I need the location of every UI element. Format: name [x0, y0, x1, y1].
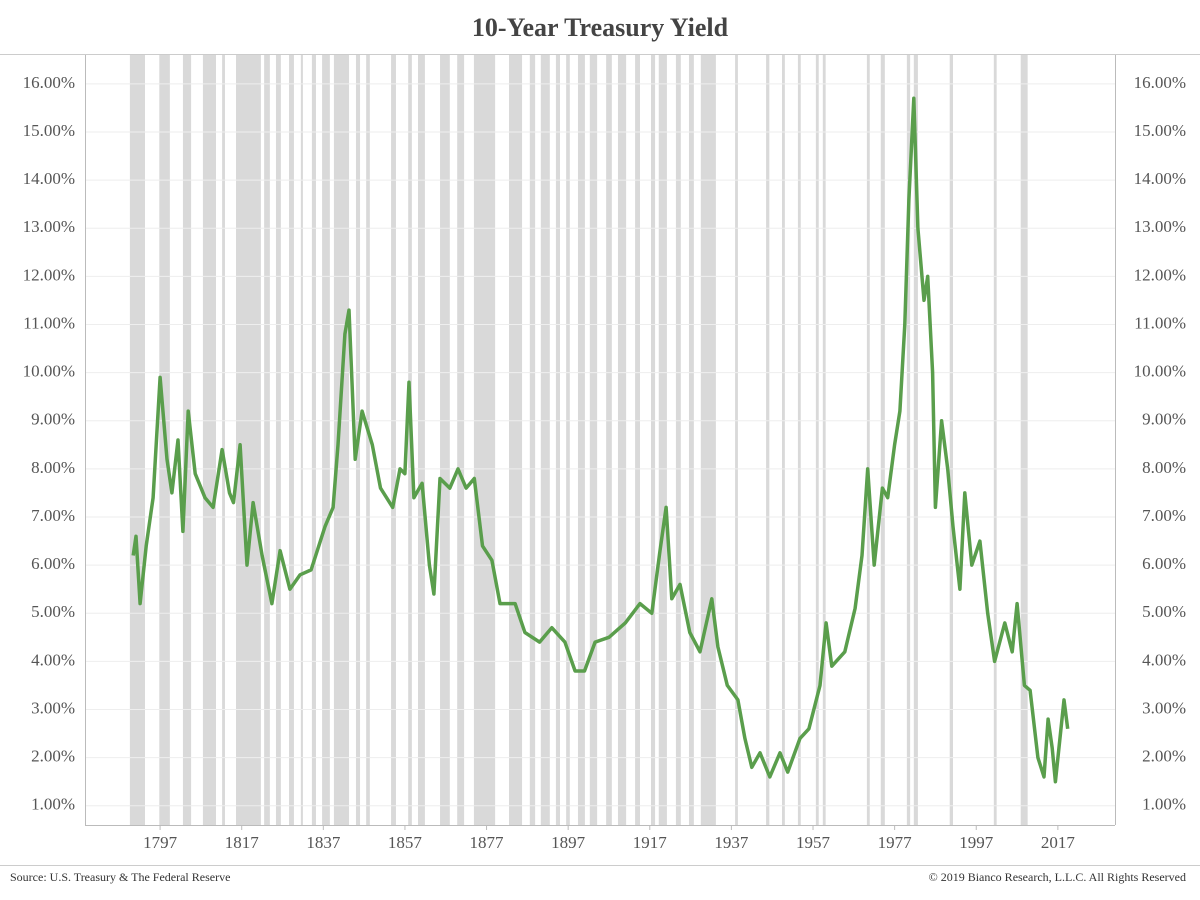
recession-band — [658, 55, 667, 825]
recession-band — [322, 55, 330, 825]
recession-band — [766, 55, 770, 825]
recession-band — [735, 55, 738, 825]
recession-band — [675, 55, 681, 825]
recession-band — [589, 55, 598, 825]
recession-band — [202, 55, 216, 825]
y2-tick-label: 10.00% — [1134, 362, 1186, 381]
recession-band — [473, 55, 496, 825]
recession-band — [822, 55, 826, 825]
recession-band — [333, 55, 350, 825]
y2-tick-label: 5.00% — [1142, 602, 1186, 621]
recession-band — [440, 55, 450, 825]
y2-tick-label: 15.00% — [1134, 121, 1186, 140]
y-tick-label: 14.00% — [23, 169, 75, 188]
y2-tick-label: 3.00% — [1142, 698, 1186, 717]
y-tick-label: 13.00% — [23, 217, 75, 236]
y2-tick-label: 2.00% — [1142, 747, 1186, 766]
recession-band — [508, 55, 523, 825]
x-tick-label: 1957 — [796, 833, 831, 852]
y-tick-label: 4.00% — [31, 650, 75, 669]
recession-band — [880, 55, 885, 825]
y2-tick-label: 11.00% — [1134, 313, 1186, 332]
recession-band — [529, 55, 536, 825]
recession-band — [913, 55, 918, 825]
x-tick-label: 1917 — [633, 833, 668, 852]
recession-band — [782, 55, 785, 825]
recession-band — [417, 55, 425, 825]
y2-tick-label: 1.00% — [1142, 795, 1186, 814]
recession-band — [651, 55, 656, 825]
recession-band — [566, 55, 570, 825]
recession-band — [906, 55, 911, 825]
x-tick-label: 1977 — [878, 833, 913, 852]
y2-tick-label: 4.00% — [1142, 650, 1186, 669]
y-tick-label: 15.00% — [23, 121, 75, 140]
recession-band — [866, 55, 870, 825]
y2-tick-label: 16.00% — [1134, 73, 1186, 92]
recession-band — [366, 55, 370, 825]
y-tick-label: 10.00% — [23, 362, 75, 381]
x-tick-label: 1937 — [714, 833, 749, 852]
y2-tick-label: 6.00% — [1142, 554, 1186, 573]
recession-band — [617, 55, 627, 825]
x-tick-label: 1797 — [143, 833, 178, 852]
recession-band — [289, 55, 294, 825]
recession-band — [222, 55, 225, 825]
recession-band — [815, 55, 819, 825]
recession-band — [311, 55, 316, 825]
recession-band — [993, 55, 997, 825]
recession-band — [300, 55, 303, 825]
y2-tick-label: 12.00% — [1134, 265, 1186, 284]
x-tick-label: 1817 — [225, 833, 260, 852]
y-tick-label: 11.00% — [23, 313, 75, 332]
recession-band — [391, 55, 396, 825]
recession-band — [555, 55, 561, 825]
source: Source: U.S. Treasury & The Federal Rese… — [10, 870, 230, 884]
y-tick-label: 9.00% — [31, 410, 75, 429]
x-tick-label: 1877 — [470, 833, 505, 852]
recession-band — [540, 55, 550, 825]
recession-band — [129, 55, 145, 825]
recession-band — [606, 55, 612, 825]
recession-band — [577, 55, 585, 825]
y2-tick-label: 9.00% — [1142, 410, 1186, 429]
recession-band — [235, 55, 261, 825]
y-tick-label: 16.00% — [23, 73, 75, 92]
recession-band — [1020, 55, 1028, 825]
recession-band — [275, 55, 281, 825]
recession-band — [264, 55, 270, 825]
recession-band — [457, 55, 465, 825]
y-tick-label: 7.00% — [31, 506, 75, 525]
x-tick-label: 1997 — [959, 833, 994, 852]
recession-band — [688, 55, 694, 825]
chart-title: 10-Year Treasury Yield — [472, 13, 729, 42]
recession-band — [635, 55, 640, 825]
recession-band — [797, 55, 801, 825]
y-tick-label: 1.00% — [31, 795, 75, 814]
y2-tick-label: 14.00% — [1134, 169, 1186, 188]
y-tick-label: 2.00% — [31, 747, 75, 766]
yield-line — [131, 96, 1070, 784]
x-tick-label: 2017 — [1041, 833, 1076, 852]
recession-band — [949, 55, 953, 825]
copyright: © 2019 Bianco Research, L.L.C. All Right… — [929, 870, 1186, 884]
y-tick-label: 12.00% — [23, 265, 75, 284]
x-tick-label: 1837 — [306, 833, 341, 852]
y-tick-label: 5.00% — [31, 602, 75, 621]
y-tick-label: 8.00% — [31, 458, 75, 477]
y2-tick-label: 7.00% — [1142, 506, 1186, 525]
x-tick-label: 1897 — [551, 833, 586, 852]
y-tick-label: 6.00% — [31, 554, 75, 573]
x-tick-label: 1857 — [388, 833, 423, 852]
y2-tick-label: 13.00% — [1134, 217, 1186, 236]
y2-tick-label: 8.00% — [1142, 458, 1186, 477]
y-tick-label: 3.00% — [31, 698, 75, 717]
